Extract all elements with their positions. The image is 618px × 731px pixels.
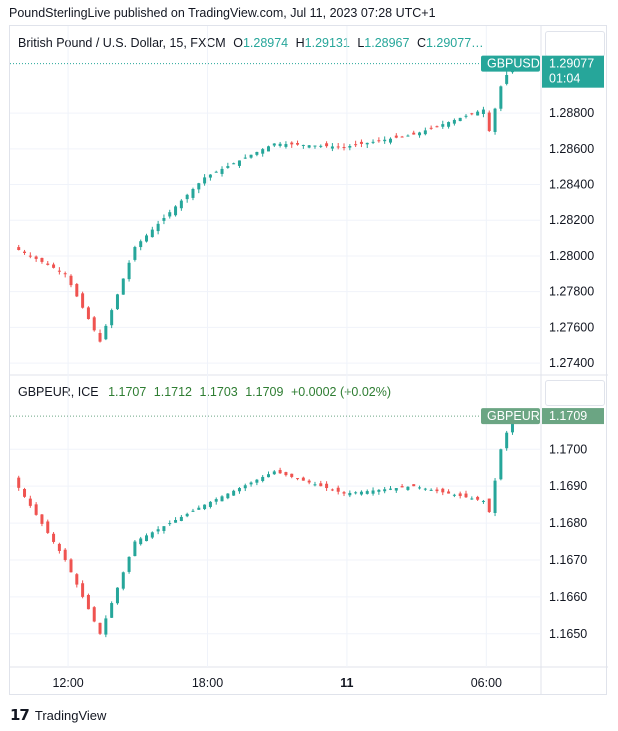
pane1-title: British Pound / U.S. Dollar, 15, FXCM	[18, 36, 226, 50]
pane2-title: GBPEUR, ICE	[18, 385, 99, 399]
tradingview-brand: TradingView	[34, 707, 107, 723]
pane2-high: 1.1712	[153, 385, 193, 399]
pane2-close: 1.1709	[245, 385, 284, 399]
tradingview-logo-icon: 𝟭𝟳	[10, 707, 30, 724]
high-label: H	[295, 36, 305, 50]
open-value: 1.28974	[242, 36, 289, 50]
low-label: L	[357, 36, 365, 50]
tradingview-footer[interactable]: 𝟭𝟳 TradingView	[10, 706, 106, 724]
high-value: 1.29131	[304, 36, 350, 50]
open-label: O	[233, 36, 243, 50]
chart-frame[interactable]	[9, 25, 607, 695]
pane2-open: 1.1707	[108, 385, 147, 399]
low-value: 1.28967	[364, 36, 410, 50]
pane2-low: 1.1703	[199, 385, 238, 399]
close-label: C	[416, 36, 426, 50]
publisher-caption: PoundSterlingLive published on TradingVi…	[9, 6, 436, 20]
pane2-legend: GBPEUR, ICE 1.1707 1.1712 1.1703 1.1709 …	[18, 385, 391, 399]
pane1-legend: British Pound / U.S. Dollar, 15, FXCM O1…	[18, 36, 484, 50]
pane2-change: +0.0002 (+0.02%)	[290, 385, 392, 399]
pane1-control-box[interactable]	[545, 31, 605, 57]
pane2-control-box[interactable]	[545, 380, 605, 406]
close-value: 1.29077…	[425, 36, 484, 50]
